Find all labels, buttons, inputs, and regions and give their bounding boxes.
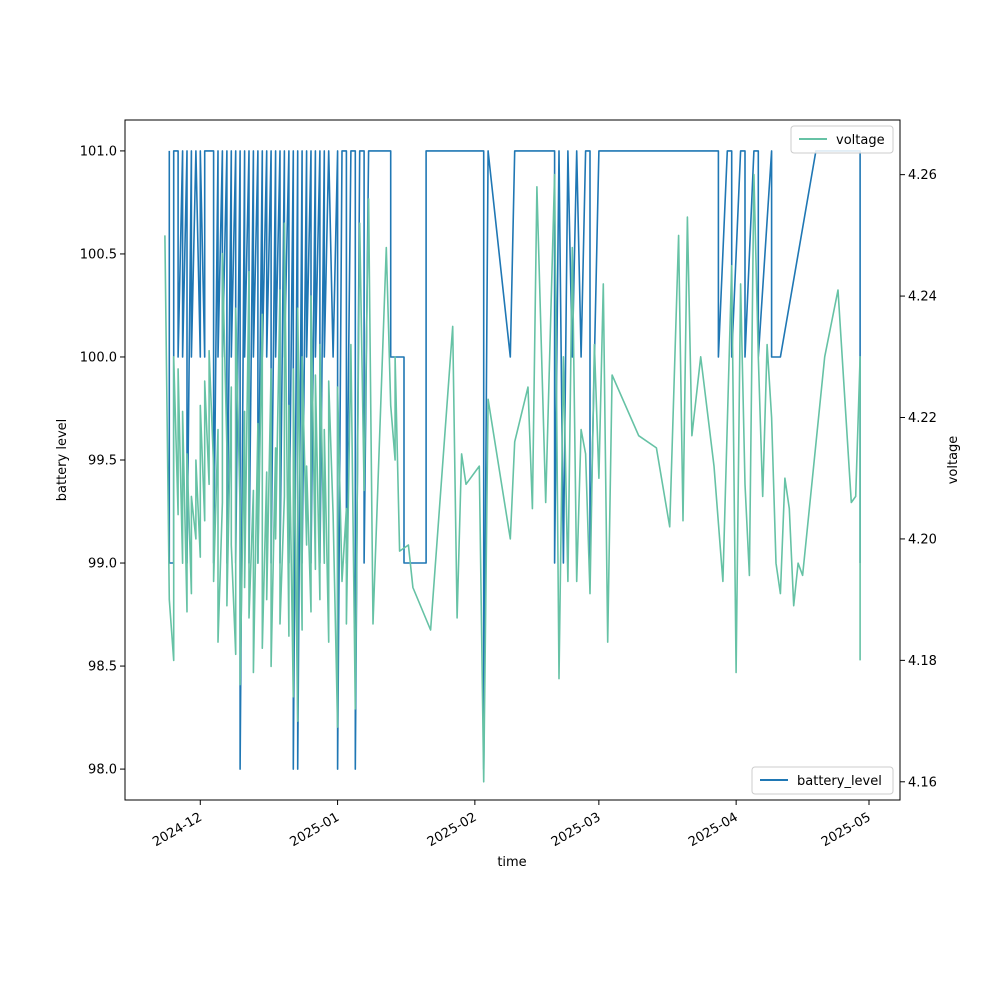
- y-right-tick-label: 4.16: [908, 775, 937, 790]
- y-left-tick-label: 101.0: [80, 144, 117, 159]
- y-left-tick-label: 100.0: [80, 350, 117, 365]
- legend-voltage: voltage: [790, 125, 894, 154]
- y-right-tick-label: 4.18: [908, 654, 937, 669]
- y-left-tick-label: 99.0: [88, 557, 117, 572]
- y-left-tick-label: 98.5: [88, 660, 117, 675]
- y-left-tick-label: 100.5: [80, 247, 117, 262]
- y-left-tick-label: 98.0: [88, 763, 117, 778]
- y-right-tick-label: 4.20: [908, 532, 937, 547]
- y-right-tick-label: 4.26: [908, 168, 937, 183]
- legend-voltage-box: [790, 125, 894, 154]
- y-axis-right: 4.16 4.18 4.20 4.22 4.24 4.26: [900, 168, 937, 790]
- y-right-tick-label: 4.22: [908, 411, 937, 426]
- y-axis-right-label: voltage: [946, 436, 961, 485]
- y-right-tick-label: 4.24: [908, 290, 937, 305]
- legend-battery-level: battery_level: [751, 766, 894, 795]
- series-line-voltage: [164, 173, 861, 783]
- series-layer: [164, 150, 861, 783]
- legend-battery-level-box: [751, 766, 894, 795]
- y-left-tick-label: 99.5: [88, 454, 117, 469]
- x-axis-label: time: [497, 855, 526, 870]
- legend-battery-level-label: battery_level: [797, 774, 882, 789]
- legend-voltage-label: voltage: [836, 133, 885, 148]
- y-axis-left-label: battery level: [55, 419, 70, 502]
- series-line-battery-level: [168, 150, 861, 770]
- y-axis-left: 98.0 98.5 99.0 99.5 100.0 100.5 101.0: [80, 144, 125, 778]
